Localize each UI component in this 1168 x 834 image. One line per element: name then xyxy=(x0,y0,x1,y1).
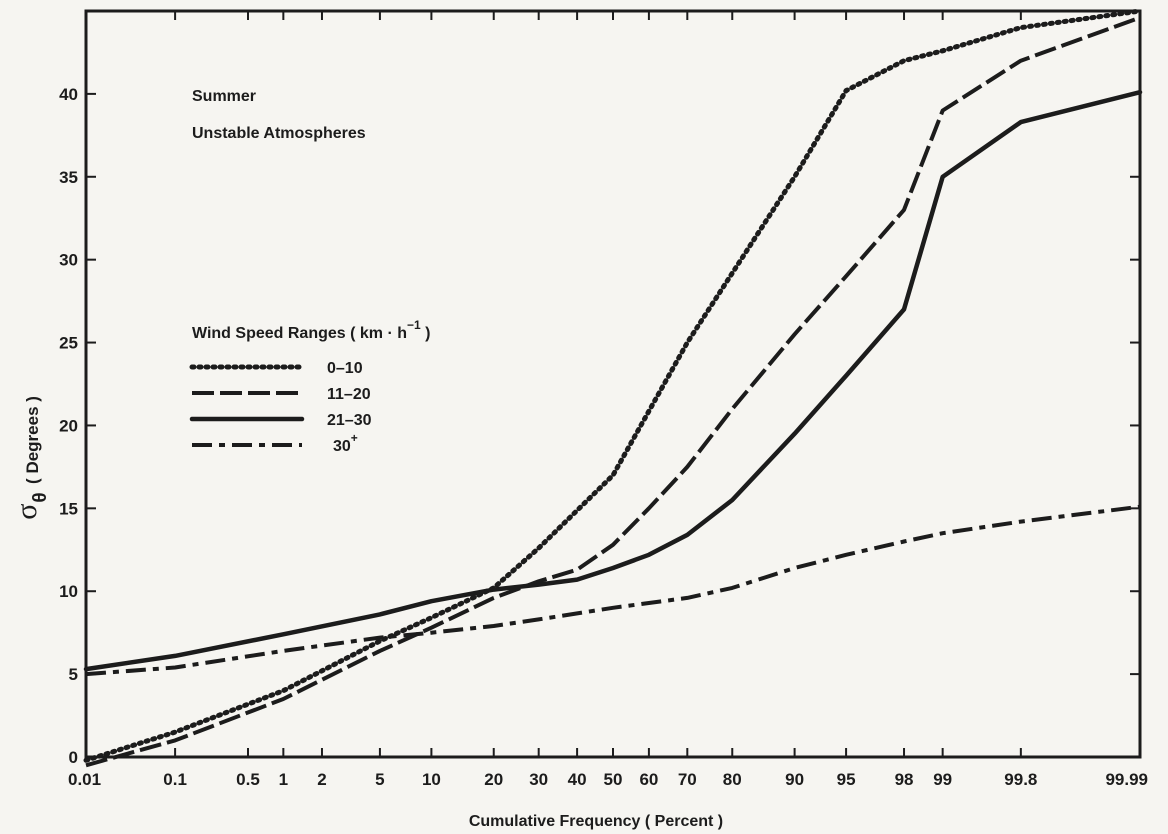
legend-title: Wind Speed Ranges ( km · h−1 ) xyxy=(192,318,430,342)
legend-label: 0–10 xyxy=(327,360,363,377)
x-tick-label: 0.1 xyxy=(163,770,187,789)
x-tick-label: 30 xyxy=(529,770,548,789)
x-tick-label: 20 xyxy=(484,770,503,789)
y-tick-label: 35 xyxy=(59,168,78,187)
x-tick-label: 99 xyxy=(933,770,952,789)
legend-label-main: 30 xyxy=(333,438,351,455)
y-tick-label: 5 xyxy=(69,665,78,684)
y-tick-label: 40 xyxy=(59,85,78,104)
x-tick-label: 90 xyxy=(785,770,804,789)
series-line-solid xyxy=(83,89,1143,672)
x-tick-label: 0.01 xyxy=(68,770,101,789)
series-line-long-dash xyxy=(85,15,1141,768)
svg-text:( Degrees ): ( Degrees ) xyxy=(23,396,42,484)
axis-ticks: 0.01 0.1 0.5 1 2 5 10 20 30 40 50 60 70 80 90 95 98 99 99.… xyxy=(59,11,1148,789)
annotation-stability: Unstable Atmospheres xyxy=(192,125,366,142)
y-tick-label: 15 xyxy=(59,499,78,518)
legend-label-main: 0–10 xyxy=(327,360,363,377)
x-tick-label: 40 xyxy=(568,770,587,789)
legend-title-end: ) xyxy=(421,325,431,342)
x-tick-label: 80 xyxy=(723,770,742,789)
y-axis-symbol-sigma: σ xyxy=(10,504,43,520)
x-tick-label: 70 xyxy=(678,770,697,789)
legend-label-sup: + xyxy=(351,431,358,445)
y-axis-unit: ( Degrees ) xyxy=(23,396,42,484)
x-tick-label: 2 xyxy=(317,770,326,789)
x-axis-title: Cumulative Frequency ( Percent ) xyxy=(469,813,723,830)
legend-title-main: Wind Speed Ranges ( km · h xyxy=(192,325,407,342)
legend-label: 11–20 xyxy=(327,386,371,403)
x-tick-label: 1 xyxy=(279,770,288,789)
x-tick-label: 99.8 xyxy=(1004,770,1037,789)
x-tick-label: 0.5 xyxy=(236,770,260,789)
legend-label: 30+ xyxy=(333,431,358,455)
x-tick-label: 99.99 xyxy=(1105,770,1148,789)
annotation-season: Summer xyxy=(192,88,256,105)
series-line-dash-dot xyxy=(85,504,1141,677)
y-tick-label: 25 xyxy=(59,334,78,353)
y-axis-title: ( Degrees ) xyxy=(23,396,42,484)
legend-label: 21–30 xyxy=(327,412,372,429)
y-tick-label: 0 xyxy=(69,748,78,767)
legend-label-main: 11–20 xyxy=(327,386,371,403)
legend-title-sup: −1 xyxy=(407,318,421,332)
data-lines xyxy=(83,8,1143,768)
series-line-dotted xyxy=(83,8,1143,763)
x-tick-label: 10 xyxy=(422,770,441,789)
plot-frame xyxy=(84,9,1142,759)
x-tick-label: 5 xyxy=(375,770,384,789)
y-tick-label: 10 xyxy=(59,582,78,601)
y-axis-symbol-theta: θ xyxy=(30,492,51,502)
y-tick-label: 20 xyxy=(59,416,78,435)
svg-text:σθ: σθ xyxy=(10,492,51,519)
x-tick-label: 95 xyxy=(837,770,856,789)
x-tick-label: 50 xyxy=(604,770,623,789)
y-tick-label: 30 xyxy=(59,251,78,270)
legend: Wind Speed Ranges ( km · h−1 ) 0–10 11–20… xyxy=(189,318,430,455)
y-axis-symbol: σθ xyxy=(10,492,51,519)
x-tick-label: 60 xyxy=(639,770,658,789)
legend-label-main: 21–30 xyxy=(327,412,372,429)
x-tick-label: 98 xyxy=(895,770,914,789)
